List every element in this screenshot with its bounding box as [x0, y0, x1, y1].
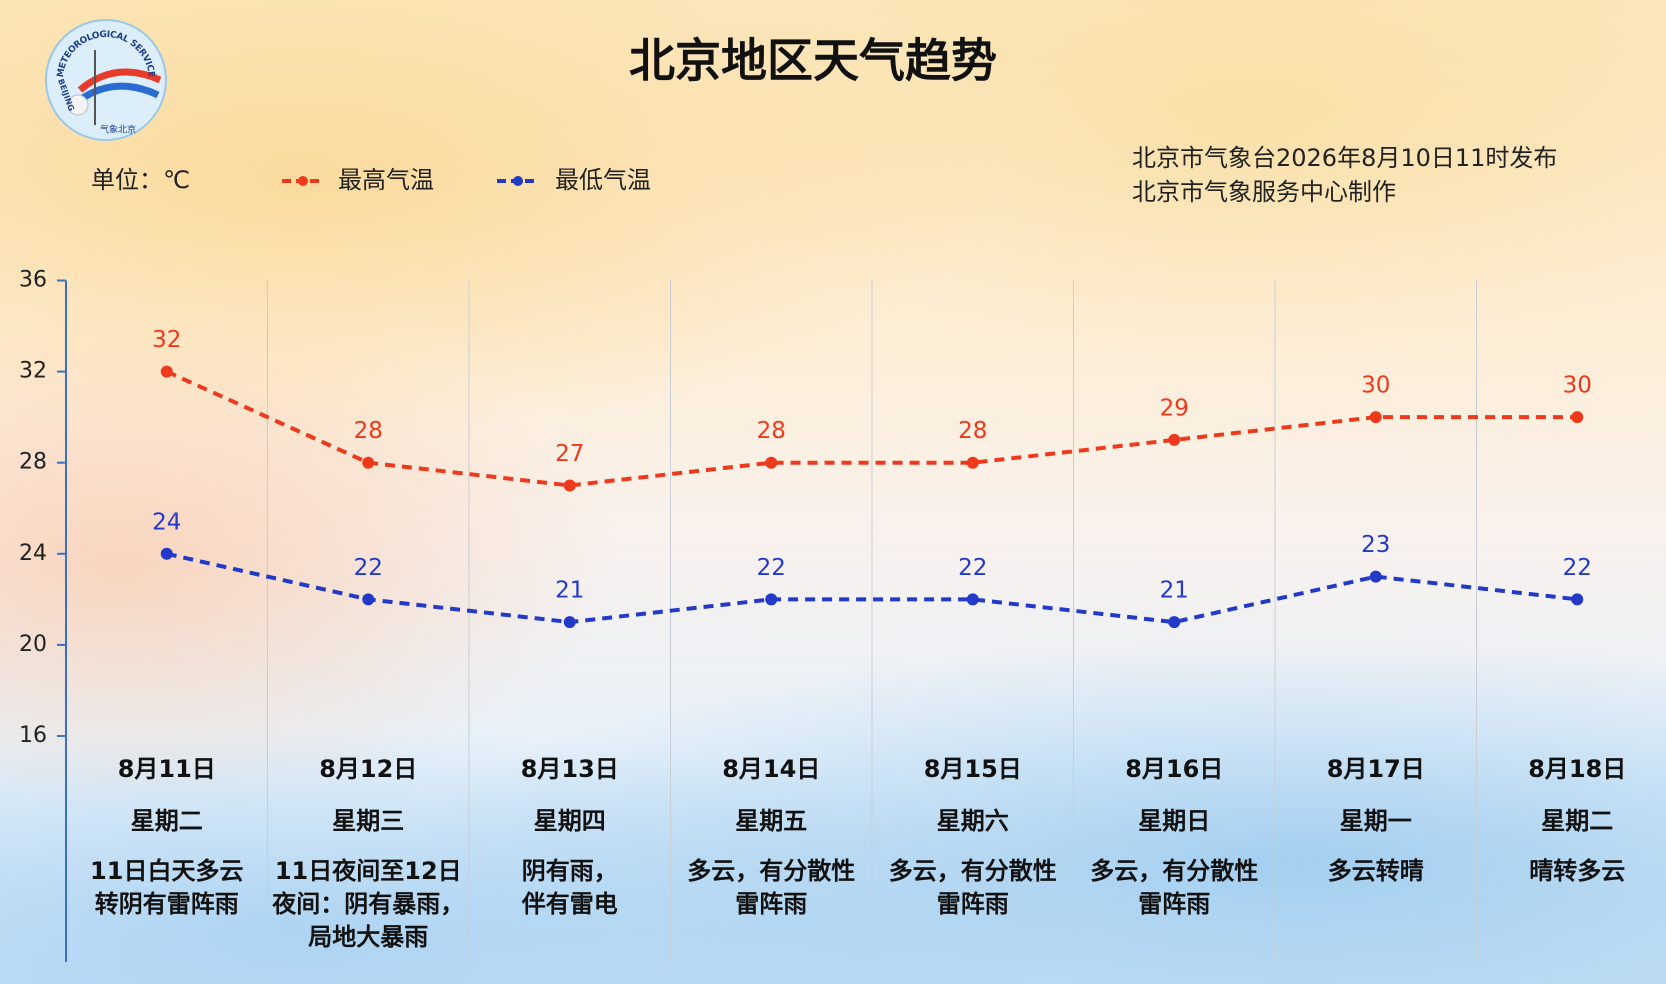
data-point: [1369, 570, 1382, 583]
weather-text: 晴转多云: [1529, 857, 1625, 885]
data-point: [966, 456, 979, 469]
data-point: [362, 593, 375, 606]
weekday-label: 星期二: [1541, 807, 1613, 835]
data-label: 28: [354, 418, 383, 444]
data-label: 30: [1361, 373, 1390, 399]
x-tick-label: 8月12日: [319, 755, 417, 783]
legend-marker: [298, 176, 308, 186]
weather-text: 雷阵雨: [1138, 890, 1210, 918]
weather-text: 雷阵雨: [937, 890, 1009, 918]
weather-text: 阴有雨，: [522, 857, 618, 885]
x-tick-label: 8月18日: [1528, 755, 1626, 783]
x-tick-label: 8月11日: [118, 755, 216, 783]
data-point: [966, 593, 979, 606]
weather-text: 雷阵雨: [735, 890, 807, 918]
data-point: [765, 456, 778, 469]
y-tick-label: 20: [19, 632, 47, 657]
data-label: 21: [1160, 578, 1189, 604]
x-tick-label: 8月16日: [1125, 755, 1223, 783]
legend-label: 最高气温: [338, 166, 434, 194]
data-point: [1168, 616, 1181, 629]
source-line: 北京市气象服务中心制作: [1132, 178, 1396, 206]
legend-marker: [513, 176, 523, 186]
y-tick-label: 28: [19, 450, 47, 475]
x-tick-label: 8月13日: [521, 755, 619, 783]
x-tick-label: 8月14日: [722, 755, 820, 783]
chart-title: 北京地区天气趋势: [629, 34, 997, 88]
data-label: 30: [1563, 373, 1592, 399]
weekday-label: 星期三: [332, 807, 404, 835]
weekday-label: 星期五: [735, 807, 807, 835]
data-point: [160, 365, 173, 378]
series-line: [165, 369, 1578, 488]
data-point: [1571, 411, 1584, 424]
data-label: 29: [1160, 395, 1189, 421]
data-label: 22: [958, 555, 987, 581]
data-point: [1571, 593, 1584, 606]
data-label: 22: [354, 555, 383, 581]
weekday-label: 星期二: [131, 807, 203, 835]
weekday-label: 星期四: [534, 807, 606, 835]
y-tick-label: 24: [19, 541, 47, 566]
data-label: 24: [152, 509, 181, 535]
data-label: 23: [1361, 532, 1390, 558]
data-label: 28: [757, 418, 786, 444]
data-point: [563, 479, 576, 492]
weather-text: 11日夜间至12日: [275, 857, 462, 885]
y-tick-label: 16: [19, 723, 47, 748]
data-label: 27: [555, 441, 584, 467]
data-label: 21: [555, 578, 584, 604]
weather-text: 转阴有雷阵雨: [95, 890, 239, 918]
weekday-label: 星期六: [937, 807, 1009, 835]
weather-text: 夜间：阴有暴雨，: [271, 890, 464, 918]
weather-text: 伴有雷电: [521, 890, 618, 918]
data-point: [1369, 411, 1382, 424]
data-label: 28: [958, 418, 987, 444]
weather-text: 多云，有分散性: [889, 857, 1057, 885]
data-point: [160, 547, 173, 560]
data-label: 22: [1563, 555, 1592, 581]
data-label: 22: [757, 555, 786, 581]
x-tick-label: 8月17日: [1327, 755, 1425, 783]
legend-label: 最低气温: [555, 166, 651, 194]
weather-text: 多云，有分散性: [1090, 857, 1258, 885]
weather-text: 11日白天多云: [90, 857, 243, 885]
data-point: [362, 456, 375, 469]
weekday-label: 星期日: [1138, 807, 1210, 835]
data-point: [765, 593, 778, 606]
data-point: [563, 616, 576, 629]
weekday-label: 星期一: [1340, 807, 1412, 835]
unit-label: 单位：℃: [91, 166, 190, 194]
x-tick-label: 8月15日: [924, 755, 1022, 783]
source-line: 北京市气象台2026年8月10日11时发布: [1132, 144, 1557, 172]
data-label: 32: [152, 327, 181, 353]
weather-text: 多云转晴: [1328, 857, 1424, 885]
weather-text: 多云，有分散性: [687, 857, 855, 885]
weather-text: 局地大暴雨: [308, 923, 428, 951]
series-line: [166, 551, 1578, 625]
logo-brand: 气象北京: [100, 124, 136, 136]
y-tick-label: 36: [19, 268, 47, 293]
y-tick-label: 32: [19, 359, 47, 384]
data-point: [1168, 433, 1181, 446]
logo: METEOROLOGICAL SERVICE BEIJING 气象北京: [45, 19, 167, 141]
